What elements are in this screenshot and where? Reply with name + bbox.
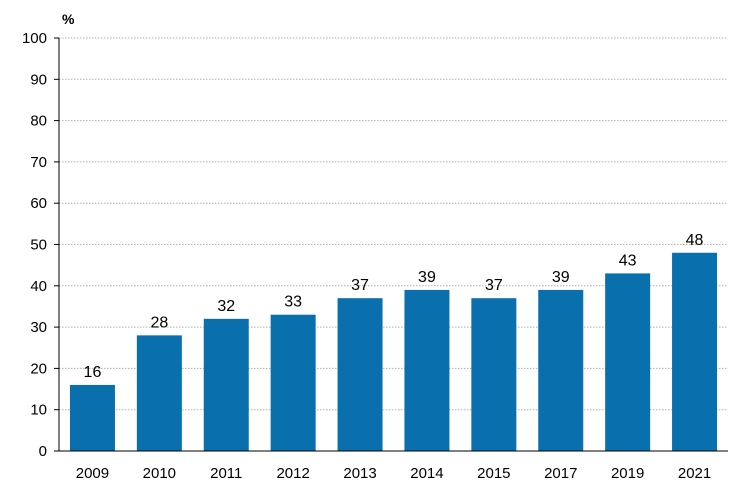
x-tick-label-2019: 2019 (611, 465, 644, 481)
x-tick-label-2014: 2014 (410, 465, 443, 481)
data-label-2012: 33 (284, 294, 302, 311)
x-tick-label-2017: 2017 (544, 465, 577, 481)
bar-2021 (672, 252, 718, 451)
y-tick-label-10: 10 (30, 402, 47, 419)
bar-2013 (337, 298, 383, 451)
y-tick-label-60: 60 (30, 195, 47, 212)
bar-2015 (471, 298, 517, 451)
y-tick-label-80: 80 (30, 113, 47, 130)
y-tick-label-100: 100 (22, 30, 47, 47)
y-axis-ticks: 0 10 20 30 40 50 60 70 80 90 100 (22, 30, 59, 460)
y-tick-label-90: 90 (30, 71, 47, 88)
data-label-2011: 32 (217, 298, 235, 315)
y-tick-label-50: 50 (30, 237, 47, 254)
data-labels: 16 28 32 33 37 39 37 39 43 48 (84, 232, 704, 381)
x-tick-label-2010: 2010 (143, 465, 176, 481)
bars (69, 252, 718, 451)
y-tick-label-0: 0 (39, 443, 47, 460)
bar-2009 (69, 384, 115, 451)
y-axis-unit-label: % (62, 11, 75, 27)
gridlines (59, 37, 728, 411)
x-tick-label-2009: 2009 (76, 465, 109, 481)
x-tick-label-2012: 2012 (276, 465, 309, 481)
y-tick-label-30: 30 (30, 319, 47, 336)
bar-2012 (270, 314, 316, 451)
data-label-2015: 37 (485, 277, 503, 294)
bar-2019 (605, 273, 651, 451)
bar-2010 (136, 335, 182, 451)
bar-2017 (538, 289, 584, 451)
bar-2011 (203, 318, 249, 451)
x-axis-ticks: 2009 2010 2011 2012 2013 2014 2015 2017 2019 2021 (76, 465, 711, 481)
data-label-2014: 39 (418, 269, 436, 286)
y-tick-label-70: 70 (30, 154, 47, 171)
x-tick-label-2013: 2013 (343, 465, 376, 481)
y-tick-label-20: 20 (30, 360, 47, 377)
x-tick-label-2021: 2021 (678, 465, 711, 481)
data-label-2010: 28 (150, 314, 168, 331)
data-label-2009: 16 (84, 364, 102, 381)
bar-2014 (404, 289, 450, 451)
data-label-2019: 43 (619, 252, 637, 269)
data-label-2017: 39 (552, 269, 570, 286)
x-tick-label-2015: 2015 (477, 465, 510, 481)
data-label-2013: 37 (351, 277, 369, 294)
data-label-2021: 48 (686, 232, 704, 249)
y-tick-label-40: 40 (30, 278, 47, 295)
x-tick-label-2011: 2011 (210, 465, 242, 481)
